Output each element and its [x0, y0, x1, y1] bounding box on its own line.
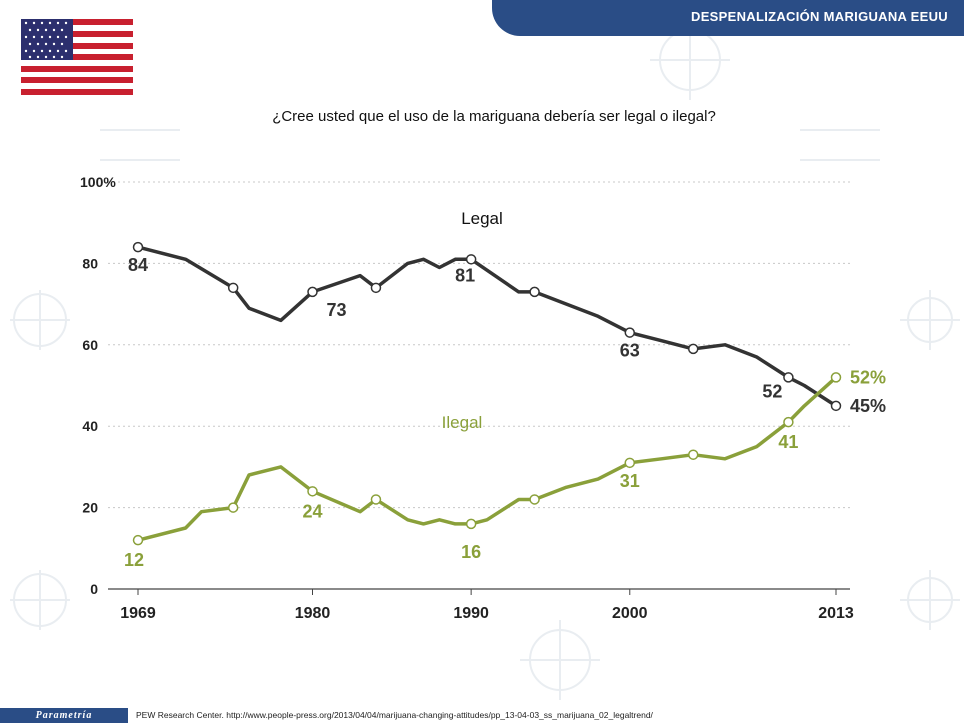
series-name-ilegal: Ilegal	[442, 413, 483, 432]
chart-question: ¿Cree usted que el uso de la mariguana d…	[272, 108, 716, 125]
data-point-legal	[830, 400, 842, 412]
data-label-legal: 73	[326, 300, 346, 320]
data-point-legal	[132, 241, 144, 253]
y-tick-label: 40	[82, 418, 98, 434]
data-point-legal	[687, 343, 699, 355]
footer-bar	[0, 708, 964, 723]
header-title: DESPENALIZACIÓN MARIGUANA EEUU	[691, 9, 948, 24]
data-label-legal: 52	[762, 381, 782, 401]
x-tick-label: 1990	[453, 605, 489, 622]
data-point-ilegal	[227, 502, 239, 513]
data-label-ilegal: 52%	[850, 367, 886, 387]
data-point-legal	[370, 282, 382, 294]
data-label-ilegal: 12	[124, 550, 144, 570]
data-label-legal: 84	[128, 255, 148, 275]
data-point-ilegal	[830, 372, 842, 383]
header-bar: DESPENALIZACIÓN MARIGUANA EEUU	[492, 0, 964, 36]
data-point-legal	[307, 286, 318, 298]
data-label-legal: 81	[455, 265, 475, 285]
y-tick-label: 0	[90, 581, 98, 597]
x-tick-label: 1980	[295, 605, 331, 622]
data-point-ilegal	[465, 518, 477, 530]
data-label-ilegal: 16	[461, 542, 481, 562]
data-point-legal	[465, 254, 477, 265]
series-name-legal: Legal	[461, 209, 503, 228]
parametria-logo: Parametría	[0, 708, 128, 723]
source-citation: PEW Research Center. http://www.people-p…	[136, 710, 653, 720]
data-label-legal: 63	[620, 341, 640, 361]
data-point-ilegal	[529, 494, 540, 505]
x-tick-label: 2013	[818, 605, 854, 622]
y-tick-label: 100%	[80, 174, 116, 190]
data-point-legal	[227, 282, 239, 294]
data-point-ilegal	[624, 457, 636, 469]
data-point-ilegal	[687, 449, 699, 460]
series-line-ilegal	[137, 376, 838, 542]
y-tick-label: 20	[82, 500, 98, 516]
data-point-legal	[624, 327, 636, 338]
y-tick-label: 80	[82, 255, 98, 271]
y-tick-label: 60	[82, 337, 98, 353]
x-tick-label: 1969	[120, 605, 156, 622]
data-point-legal	[783, 372, 794, 383]
data-label-legal: 45%	[850, 396, 886, 416]
data-point-ilegal	[370, 494, 382, 505]
data-label-ilegal: 41	[778, 432, 798, 452]
data-label-ilegal: 31	[620, 471, 640, 491]
data-point-ilegal	[132, 534, 144, 546]
x-tick-label: 2000	[612, 605, 648, 622]
data-label-ilegal: 24	[302, 501, 322, 521]
data-point-legal	[529, 286, 540, 298]
data-point-ilegal	[783, 416, 794, 428]
us-flag-icon	[21, 19, 133, 95]
data-point-ilegal	[307, 486, 318, 497]
series-line-legal	[137, 245, 837, 408]
